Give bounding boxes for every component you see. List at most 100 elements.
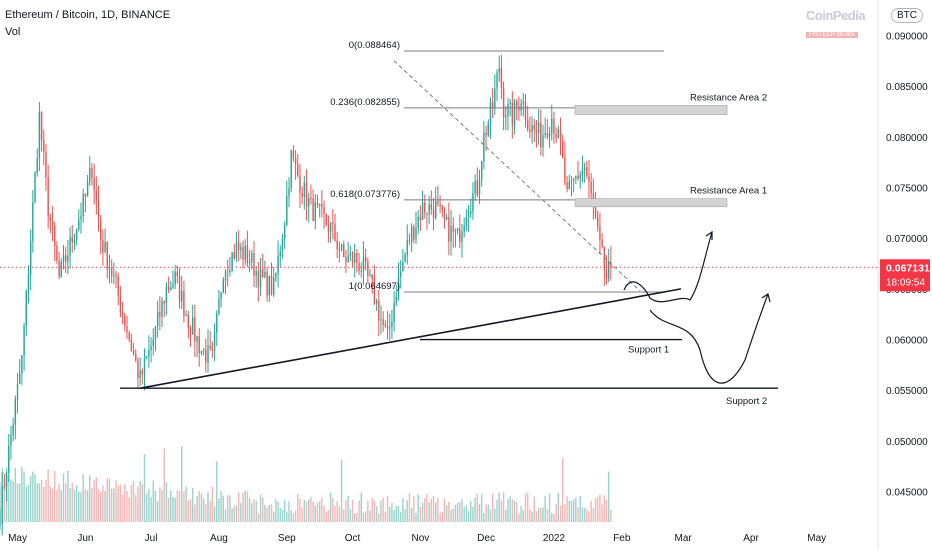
volume-bar <box>220 491 222 522</box>
fib-level-label: 1(0.064697) <box>349 281 400 292</box>
volume-bar <box>47 469 49 522</box>
candle-body <box>435 201 437 219</box>
candle-body <box>531 125 533 133</box>
candle-body <box>290 150 292 189</box>
candle-body <box>382 319 384 325</box>
volume-bar <box>579 495 581 522</box>
volume-bar <box>391 502 393 522</box>
volume-bar <box>603 495 606 522</box>
volume-bar <box>235 505 238 522</box>
candle-body <box>220 292 222 299</box>
volume-bar <box>62 473 65 522</box>
candle-body <box>10 435 12 446</box>
volume-bar <box>152 480 154 522</box>
volume-bar <box>308 499 310 522</box>
candle-body <box>384 324 387 327</box>
candle-body <box>380 319 382 321</box>
volume-bar <box>526 492 529 522</box>
volume-bar <box>520 505 522 522</box>
volume-bar <box>305 502 308 522</box>
resistance-zone <box>574 105 728 115</box>
volume-bar <box>165 482 168 522</box>
candle-body <box>439 203 441 206</box>
volume-bar <box>301 507 303 522</box>
volume-bar <box>218 498 220 522</box>
volume-bar <box>288 501 290 522</box>
resistance-zone <box>574 198 728 208</box>
volume-bar <box>485 504 487 522</box>
candle-body <box>470 211 472 214</box>
fib-diagonal <box>393 60 641 292</box>
candle-body <box>310 198 312 200</box>
volume-bar <box>610 509 612 522</box>
candle-body <box>487 122 489 136</box>
volume-bar <box>535 510 538 522</box>
volume-bar <box>34 474 36 522</box>
volume-bar <box>8 475 10 522</box>
volume-bar <box>21 466 23 522</box>
candle-body <box>187 314 190 328</box>
x-tick-label: Sep <box>278 533 296 544</box>
candle-body <box>163 300 165 304</box>
candle-body <box>106 241 108 270</box>
candle-body <box>73 239 76 243</box>
currency-badge[interactable]: BTC <box>891 8 923 23</box>
candle-body <box>211 348 214 351</box>
volume-bar <box>531 511 533 522</box>
volume-bar <box>546 509 549 522</box>
volume-bar <box>321 497 323 522</box>
volume-bar <box>25 486 27 522</box>
volume-bar <box>540 508 542 522</box>
candle-body <box>176 271 179 277</box>
candle-body <box>255 270 257 276</box>
candle-body <box>329 222 332 232</box>
volume-bar <box>491 493 494 522</box>
candle-body <box>603 246 606 271</box>
volume-bar <box>332 497 334 522</box>
volume-bar <box>226 495 229 522</box>
candle-body <box>343 243 345 258</box>
candle-body <box>213 332 216 351</box>
candle-body <box>386 326 389 329</box>
candle-body <box>476 180 479 196</box>
volume-bar <box>229 495 231 522</box>
candle-body <box>590 182 592 194</box>
candle-body <box>14 399 17 425</box>
volume-bar <box>338 506 341 522</box>
candle-body <box>297 164 299 176</box>
candle-body <box>378 300 380 321</box>
volume-bar <box>194 504 196 522</box>
volume-bar <box>209 500 211 522</box>
volume-bar <box>272 511 275 522</box>
volume-bar <box>60 490 63 522</box>
volume-bar <box>336 500 338 522</box>
volume-bar <box>524 493 527 522</box>
candle-body <box>526 119 529 130</box>
candle-body <box>430 203 433 210</box>
x-tick-label: Oct <box>345 533 361 544</box>
candle-body <box>259 268 262 287</box>
candle-body <box>426 212 428 215</box>
candle-body <box>494 88 496 109</box>
volume-bar <box>45 479 47 522</box>
candle-body <box>308 198 310 207</box>
candle-body <box>463 225 465 232</box>
candle-body <box>51 221 54 226</box>
volume-bar <box>86 490 89 522</box>
candle-body <box>605 270 608 280</box>
x-tick-label: Mar <box>675 533 693 544</box>
price-tag: 0.067131 18:09:54 <box>880 259 930 292</box>
candle-body <box>159 311 161 317</box>
volume-bar <box>29 475 32 522</box>
volume-bar <box>139 480 141 522</box>
volume-bar <box>93 479 95 522</box>
volume-bar <box>202 498 205 522</box>
y-tick-label: 0.090000 <box>886 31 928 42</box>
volume-bar <box>415 513 417 522</box>
volume-bar <box>518 513 520 522</box>
volume-bar <box>386 495 389 522</box>
chart-title: Ethereum / Bitcoin, 1D, BINANCE <box>5 9 171 21</box>
candle-body <box>102 240 104 253</box>
